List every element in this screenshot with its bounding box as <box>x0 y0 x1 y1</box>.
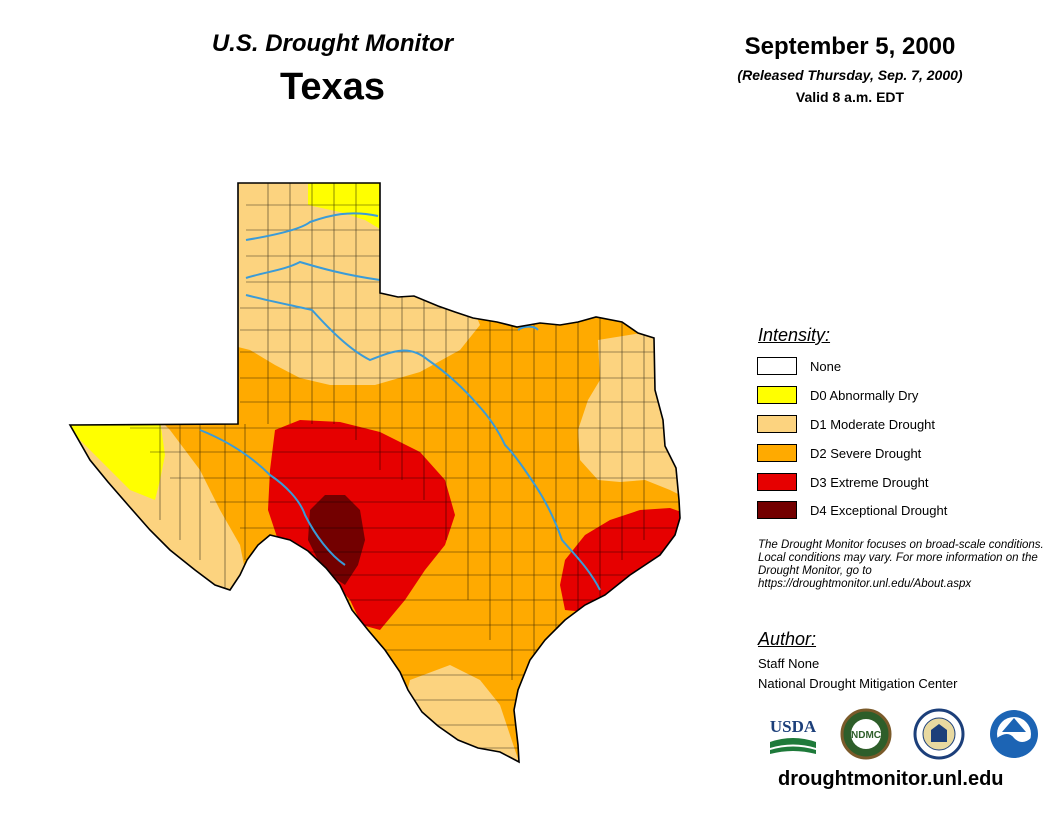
legend-swatch <box>757 473 797 491</box>
drought-monitor-note: The Drought Monitor focuses on broad-sca… <box>758 539 1044 590</box>
canadian-river <box>245 212 379 241</box>
pecos-river <box>199 429 346 566</box>
brazos-river <box>245 294 601 591</box>
author-heading: Author: <box>758 629 817 649</box>
legend-label: D4 Exceptional Drought <box>810 502 948 518</box>
ndmc-logo: NDMC <box>840 708 892 760</box>
d1-panhandle-area <box>230 183 480 385</box>
monitor-title: U.S. Drought Monitor <box>211 30 454 57</box>
d4-exceptional-area <box>308 495 365 585</box>
red-river-fragment <box>517 325 539 331</box>
usda-logo-text: USDA <box>770 717 817 736</box>
d0-far-west-area <box>70 420 165 500</box>
legend-label: D0 Abnormally Dry <box>810 387 919 403</box>
legend-label: D1 Moderate Drought <box>810 416 936 432</box>
county-lines <box>130 183 680 749</box>
d0-north-panhandle-area <box>308 183 385 232</box>
state-title: Texas <box>280 66 385 108</box>
map-date: September 5, 2000 <box>744 33 956 60</box>
legend-item-d2: D2 Severe Drought <box>757 442 921 464</box>
legend-item-d1: D1 Moderate Drought <box>757 413 935 435</box>
legend-title: Intensity: <box>758 325 831 345</box>
department-of-commerce-seal <box>913 708 965 760</box>
legend-swatch <box>757 386 797 404</box>
legend-swatch <box>757 357 797 375</box>
legend-label: D2 Severe Drought <box>810 445 922 461</box>
usda-logo: USDA <box>770 717 817 754</box>
author-name: Staff None <box>758 656 820 671</box>
website-url[interactable]: droughtmonitor.unl.edu <box>778 768 1004 790</box>
legend-item-d4: D4 Exceptional Drought <box>757 499 947 521</box>
ndmc-logo-text: NDMC <box>851 730 881 741</box>
legend-swatch <box>757 415 797 433</box>
legend-swatch <box>757 501 797 519</box>
valid-time: Valid 8 a.m. EDT <box>795 89 905 105</box>
legend-item-none: None <box>757 355 841 377</box>
release-note: (Released Thursday, Sep. 7, 2000) <box>737 67 963 83</box>
noaa-logo <box>990 710 1038 758</box>
legend-item-d3: D3 Extreme Drought <box>757 471 929 493</box>
author-organization: National Drought Mitigation Center <box>758 676 958 691</box>
legend-label: D3 Extreme Drought <box>810 474 929 490</box>
d3-upper-coast-area <box>560 508 680 612</box>
legend-item-d0: D0 Abnormally Dry <box>757 384 918 406</box>
prairie-dog-town-fork <box>245 260 381 281</box>
legend-swatch <box>757 444 797 462</box>
legend-label: None <box>810 358 842 374</box>
rivers <box>199 212 601 591</box>
